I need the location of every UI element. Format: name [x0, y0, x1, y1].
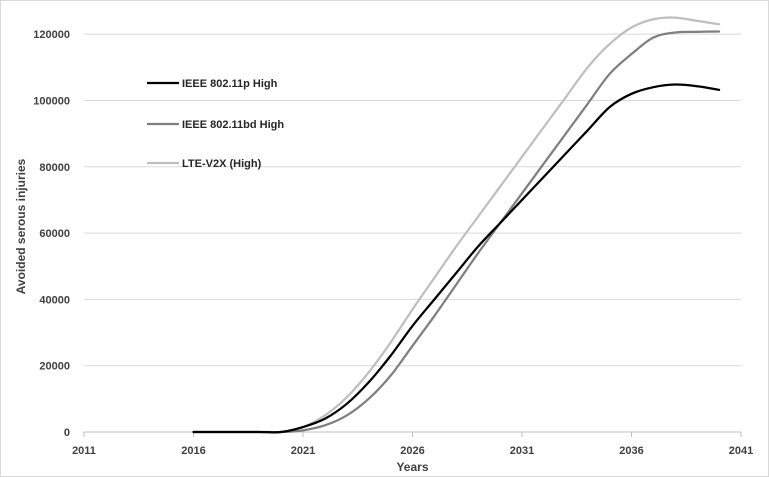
- legend-label-1: IEEE 802.11bd High: [182, 119, 284, 131]
- legend-label-2: LTE-V2X (High): [182, 158, 262, 170]
- x-tick-labels: 2011 2016 2021 2026 2031 2036 2041: [72, 445, 753, 457]
- x-axis-title: Years: [396, 460, 428, 474]
- y-tick-label-5: 100000: [33, 95, 70, 107]
- x-tick-label-5: 2036: [619, 445, 643, 457]
- y-tick-label-0: 0: [64, 427, 70, 439]
- y-tick-label-3: 60000: [39, 228, 70, 240]
- axes: [83, 431, 742, 437]
- x-tick-label-0: 2011: [72, 445, 96, 457]
- y-tick-label-1: 20000: [39, 361, 70, 373]
- y-tick-label-4: 80000: [39, 162, 70, 174]
- y-tick-label-2: 40000: [39, 294, 70, 306]
- series-lines: [192, 16, 721, 434]
- gridlines: [84, 33, 741, 367]
- x-tick-label-3: 2026: [400, 445, 424, 457]
- x-tick-label-6: 2041: [729, 445, 753, 457]
- y-tick-labels: 0 20000 40000 60000 80000 100000 120000: [33, 29, 70, 439]
- y-axis-title: Avoided serous injuries: [14, 158, 28, 294]
- legend: IEEE 802.11p High IEEE 802.11bd High LTE-V…: [147, 78, 284, 170]
- series-line-0: [192, 83, 721, 434]
- x-tick-label-4: 2031: [510, 445, 534, 457]
- x-tick-label-1: 2016: [181, 445, 205, 457]
- x-tick-label-2: 2021: [291, 445, 315, 457]
- legend-label-0: IEEE 802.11p High: [182, 78, 278, 90]
- y-tick-label-6: 120000: [33, 29, 70, 41]
